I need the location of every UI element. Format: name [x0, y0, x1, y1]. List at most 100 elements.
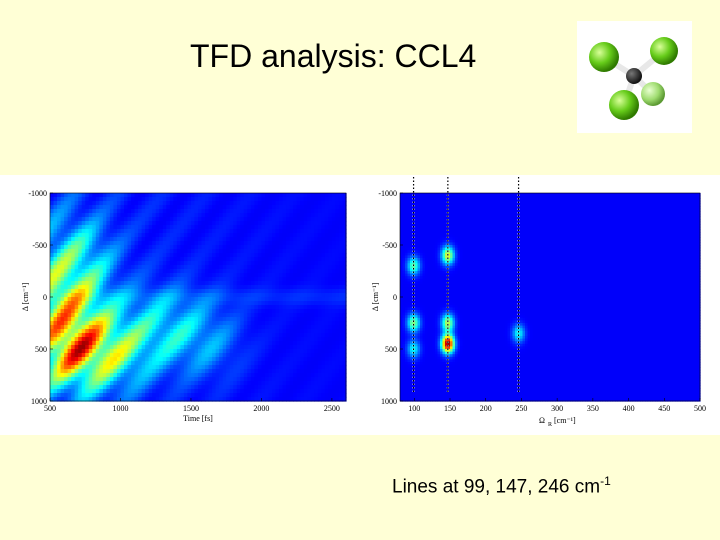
heatmap-cell [194, 389, 199, 394]
heatmap-cell [180, 285, 185, 290]
heatmap-cell [321, 393, 326, 398]
heatmap-cell [335, 305, 340, 310]
heatmap-cell [173, 233, 178, 238]
heatmap-cell [215, 317, 220, 322]
heatmap-cell [78, 357, 83, 362]
heatmap-cell [400, 263, 404, 267]
heatmap-cell [279, 205, 284, 210]
heatmap-cell [138, 385, 143, 390]
heatmap-cell [303, 201, 308, 206]
heatmap-cell [328, 221, 333, 226]
heatmap-cell [205, 289, 210, 294]
heatmap-cell [190, 349, 196, 354]
heatmap-cell [53, 265, 58, 270]
heatmap-cell [307, 317, 312, 322]
heatmap-cell [208, 345, 213, 350]
heatmap-cell [310, 277, 315, 282]
heatmap-cell [183, 205, 189, 210]
heatmap-cell [296, 225, 301, 230]
heatmap-cell [159, 333, 164, 338]
heatmap-cell [405, 312, 409, 316]
heatmap-cell [124, 261, 129, 266]
heatmap-cell [303, 381, 308, 386]
heatmap-cell [215, 241, 220, 246]
heatmap-cell [169, 393, 174, 398]
heatmap-cell [412, 219, 416, 223]
heatmap-cell [120, 285, 125, 290]
heatmap-cell [415, 281, 419, 285]
heatmap-cell [215, 341, 220, 346]
heatmap-cell [233, 261, 238, 266]
heatmap-cell [127, 225, 132, 230]
heatmap-cell [159, 389, 164, 394]
heatmap-cell [229, 233, 234, 238]
heatmap-cell [250, 369, 255, 374]
heatmap-cell [268, 217, 273, 222]
heatmap-cell [400, 333, 404, 337]
heatmap-cell [415, 367, 419, 371]
heatmap-cell [173, 361, 178, 366]
heatmap-cell [300, 201, 305, 206]
heatmap-cell [236, 353, 241, 358]
heatmap-cell [219, 389, 224, 394]
heatmap-cell [226, 193, 231, 198]
heatmap-cell [50, 389, 55, 394]
heatmap-cell [138, 381, 143, 386]
heatmap-cell [159, 341, 164, 346]
heatmap-cell [342, 357, 347, 362]
heatmap-cell [208, 241, 213, 246]
heatmap-cell [282, 273, 287, 278]
heatmap-cell [229, 265, 234, 270]
heatmap-cell [67, 337, 72, 342]
heatmap-cell [268, 305, 273, 310]
heatmap-cell [201, 257, 206, 262]
heatmap-cell [293, 349, 298, 354]
heatmap-cell [240, 297, 245, 302]
heatmap-cell [286, 369, 291, 374]
heatmap-cell [268, 201, 273, 206]
heatmap-cell [402, 258, 406, 262]
heatmap-cell [67, 381, 72, 386]
heatmap-cell [303, 213, 308, 218]
heatmap-cell [50, 385, 55, 390]
heatmap-cell [180, 249, 185, 254]
heatmap-cell [169, 369, 174, 374]
heatmap-cell [190, 357, 196, 362]
heatmap-cell [180, 205, 185, 210]
heatmap-cell [233, 385, 238, 390]
heatmap-cell [400, 359, 404, 363]
heatmap-cell [402, 273, 406, 277]
heatmap-cell [201, 213, 206, 218]
heatmap-cell [240, 377, 245, 382]
heatmap-cell [134, 365, 139, 370]
heatmap-cell [159, 277, 164, 282]
heatmap-cell [229, 217, 234, 222]
heatmap-cell [257, 273, 263, 278]
heatmap-cell [183, 313, 189, 318]
heatmap-cell [99, 373, 104, 378]
heatmap-cell [113, 309, 118, 314]
heatmap-cell [275, 241, 280, 246]
heatmap-cell [57, 241, 62, 246]
heatmap-cell [247, 341, 252, 346]
heatmap-cell [219, 265, 224, 270]
heatmap-cell [415, 349, 419, 353]
heatmap-cell [236, 313, 241, 318]
heatmap-cell [173, 217, 178, 222]
heatmap-cell [407, 232, 411, 236]
heatmap-cell [219, 349, 224, 354]
heatmap-cell [289, 233, 294, 238]
heatmap-cell [410, 193, 414, 197]
heatmap-cell [412, 237, 416, 241]
heatmap-cell [85, 373, 90, 378]
heatmap-cell [141, 281, 146, 286]
heatmap-cell [173, 317, 178, 322]
heatmap-cell [307, 209, 312, 214]
heatmap-cell [410, 268, 414, 272]
heatmap-cell [279, 265, 284, 270]
heatmap-cell [102, 253, 107, 258]
heatmap-cell [415, 198, 419, 202]
heatmap-cell [145, 201, 150, 206]
heatmap-cell [78, 337, 83, 342]
heatmap-cell [145, 365, 150, 370]
